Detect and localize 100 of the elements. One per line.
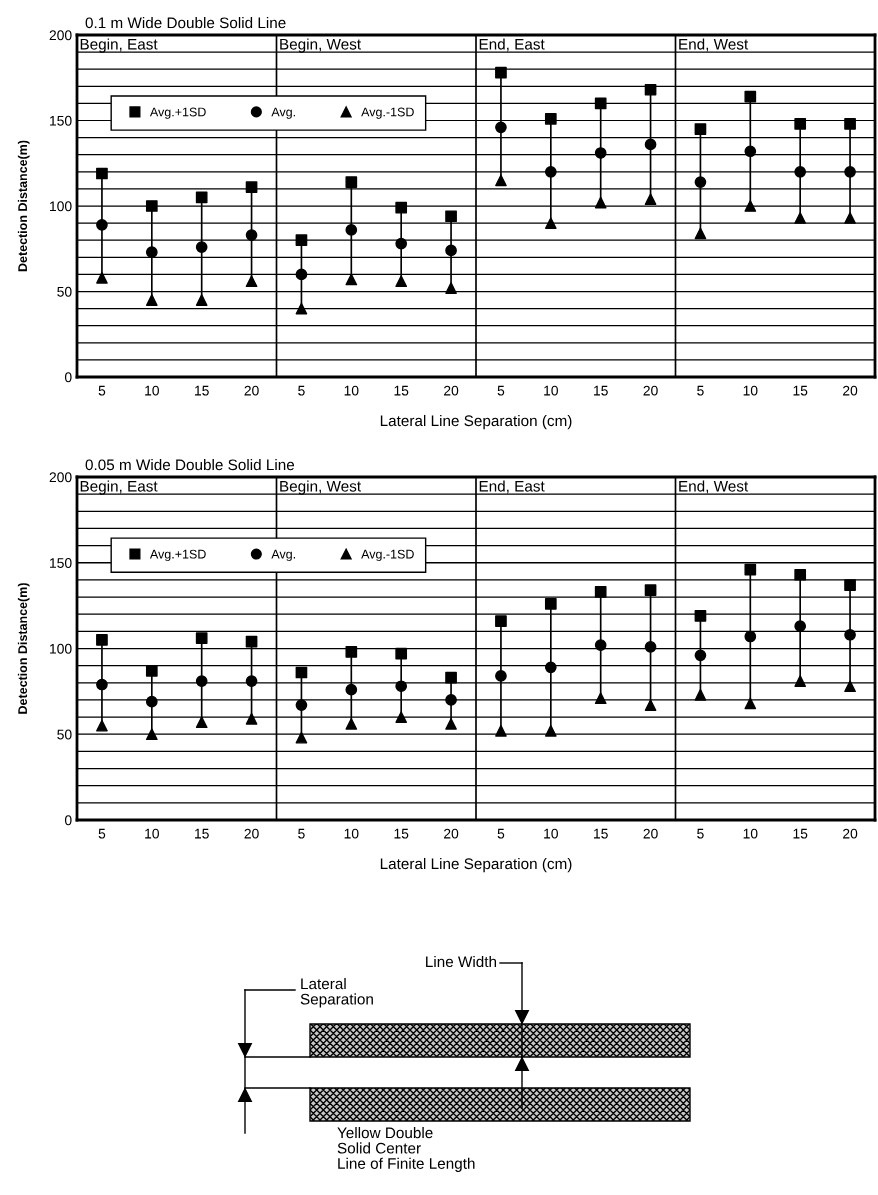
y-tick-label: 150 <box>50 558 72 568</box>
point <box>794 165 807 178</box>
x-tick-label: 20 <box>643 828 658 839</box>
x-tick-label: 15 <box>793 828 808 839</box>
point <box>145 728 158 741</box>
point <box>794 212 807 224</box>
x-tick-label: 5 <box>98 385 106 396</box>
x-tick-label: 10 <box>145 385 159 396</box>
point <box>594 196 607 209</box>
legend-label: Avg.-1SD <box>361 107 414 119</box>
x-tick-label: 20 <box>843 385 858 396</box>
annotation: End, East <box>479 480 545 494</box>
point <box>544 112 557 125</box>
annotation: Begin, West <box>280 480 361 495</box>
y-tick-label: 0 <box>64 372 72 383</box>
point <box>445 671 457 684</box>
point <box>195 241 208 253</box>
point <box>245 712 258 725</box>
x-tick-label: 5 <box>98 828 106 839</box>
chart-title: 0.1 m Wide Double Solid Line <box>85 16 286 29</box>
point <box>445 244 457 257</box>
point <box>694 227 707 240</box>
x-tick-label: 10 <box>344 385 359 396</box>
x-tick-label: 5 <box>497 385 505 396</box>
point <box>345 176 358 188</box>
point <box>694 649 707 662</box>
point <box>195 716 208 729</box>
point <box>395 711 408 723</box>
x-axis-title: Lateral Line Separation (cm) <box>380 414 572 430</box>
point <box>395 680 408 693</box>
point <box>495 670 507 682</box>
point <box>395 201 408 214</box>
point <box>295 234 308 247</box>
point <box>794 568 807 581</box>
x-tick-label: 5 <box>298 385 305 396</box>
point <box>495 724 507 737</box>
legend-label: Avg.-1SD <box>361 549 414 562</box>
point <box>345 683 358 696</box>
x-tick-label: 10 <box>544 828 558 839</box>
x-tick-label: 20 <box>244 828 259 839</box>
point <box>295 666 308 679</box>
point <box>744 145 757 158</box>
point <box>744 90 757 103</box>
point <box>445 694 457 706</box>
point <box>345 646 358 658</box>
point <box>295 268 308 281</box>
point <box>544 165 557 178</box>
point <box>195 632 208 645</box>
point <box>744 630 757 643</box>
x-tick-label: 15 <box>793 385 808 396</box>
point <box>644 83 657 96</box>
point <box>345 718 358 730</box>
point <box>145 695 158 708</box>
x-tick-label: 20 <box>843 828 858 839</box>
point <box>445 718 457 730</box>
chart-title: 0.05 m Wide Double Solid Line <box>85 458 295 471</box>
x-tick-label: 5 <box>497 828 505 839</box>
x-axis-title: Lateral Line Separation (cm) <box>380 857 572 873</box>
x-tick-label: 15 <box>394 385 409 396</box>
point <box>145 294 158 306</box>
x-tick-label: 10 <box>145 828 159 839</box>
point <box>195 191 208 204</box>
point <box>544 217 557 229</box>
x-tick-label: 20 <box>444 828 459 839</box>
x-tick-label: 15 <box>394 828 409 839</box>
y-tick-label: 50 <box>57 286 72 297</box>
point <box>495 121 507 134</box>
point <box>395 275 408 288</box>
x-tick-label: 10 <box>344 828 359 839</box>
point <box>544 661 557 674</box>
annotation: Begin, East <box>80 480 158 495</box>
x-tick-label: 5 <box>697 828 704 839</box>
point <box>245 635 258 648</box>
point <box>245 275 258 288</box>
y-axis-title: Detection Distance(m) <box>17 583 30 714</box>
annotation: Begin, West <box>280 38 361 53</box>
point <box>245 181 258 194</box>
y-tick-label: 150 <box>50 115 72 126</box>
annotation: Begin, East <box>80 38 158 53</box>
x-tick-label: 10 <box>743 385 758 396</box>
point <box>345 224 358 236</box>
point <box>644 584 657 597</box>
point <box>245 675 258 687</box>
point <box>694 688 707 701</box>
legend-label: Avg.+1SD <box>149 107 206 119</box>
point <box>96 167 108 180</box>
point <box>395 237 408 250</box>
x-tick-label: 15 <box>195 385 209 396</box>
x-tick-label: 20 <box>244 385 259 396</box>
point <box>96 218 108 231</box>
point <box>744 563 757 576</box>
point <box>96 271 108 284</box>
point <box>594 147 607 159</box>
point <box>694 176 707 188</box>
point <box>644 193 657 206</box>
point <box>644 640 657 653</box>
point <box>495 66 507 79</box>
point <box>594 97 607 110</box>
annotation: End, West <box>679 38 749 52</box>
point <box>594 586 607 598</box>
